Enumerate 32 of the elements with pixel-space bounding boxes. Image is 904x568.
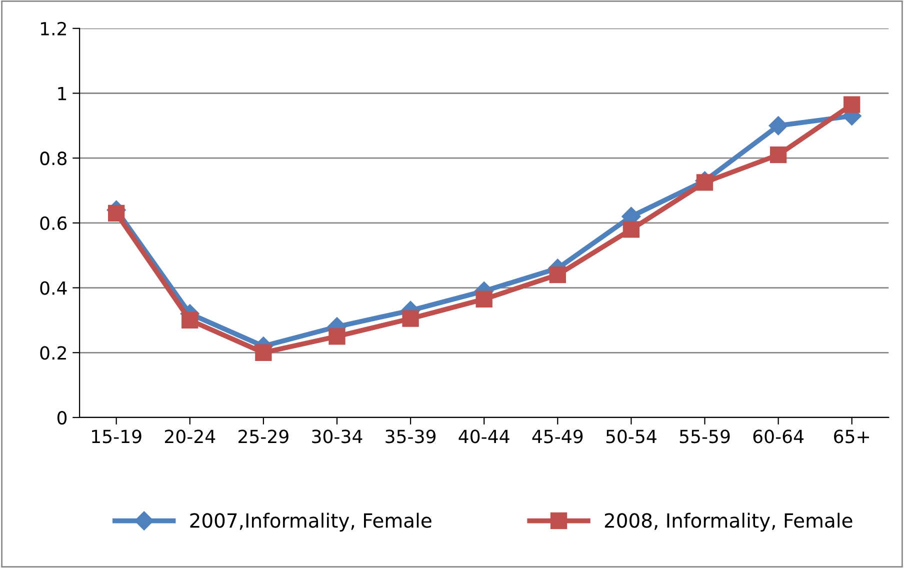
point — [255, 344, 272, 361]
point — [402, 310, 419, 327]
y-tick-label: 1.2 — [41, 22, 66, 36]
point — [844, 96, 860, 113]
point — [476, 290, 492, 308]
x-tick-label: 40-44 — [458, 430, 510, 444]
y-tick-label: 0.4 — [40, 281, 67, 295]
legend-label: 2008, Informality, Female — [604, 512, 852, 532]
x-tick-label: 20-24 — [164, 430, 216, 444]
y-tick-label: 1 — [58, 86, 66, 100]
y-tick-label: 0.8 — [40, 152, 67, 166]
point — [696, 174, 714, 191]
legend-label: 2007,Informality, Female — [190, 512, 432, 532]
y-tick-label: 0.6 — [40, 216, 67, 230]
point — [328, 328, 346, 345]
point — [182, 312, 198, 329]
point — [770, 146, 787, 164]
x-tick-label: 30-34 — [312, 430, 362, 444]
x-tick-label: 60-64 — [753, 430, 804, 444]
x-tick-label: 50-54 — [606, 430, 656, 444]
point — [549, 266, 566, 284]
x-tick-label: 55-59 — [680, 430, 730, 444]
point — [622, 221, 640, 238]
x-tick-label: 15-19 — [92, 430, 142, 444]
x-tick-label: 25-29 — [238, 430, 288, 444]
y-tick-label: 0 — [57, 410, 67, 425]
x-tick-label: 45-49 — [532, 430, 583, 444]
point — [768, 116, 788, 136]
point — [108, 204, 125, 222]
x-tick-label: 65+ — [834, 430, 869, 444]
x-tick-label: 35-39 — [386, 430, 436, 444]
y-tick-label: 0.2 — [40, 346, 66, 360]
